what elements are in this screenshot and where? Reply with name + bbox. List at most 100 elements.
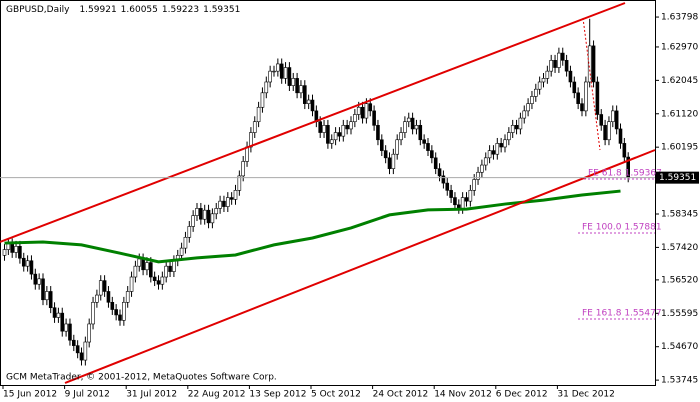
candle-body [83,341,88,361]
candle-body [37,278,41,285]
candle-body [522,110,527,119]
candle-body [549,60,554,72]
y-tick-label: 1.60195 [661,143,698,153]
candle-body [345,125,349,130]
y-tick-label: 1.61120 [661,109,698,119]
candle-body [560,52,565,61]
candle-body [302,85,307,104]
candle-body [168,265,172,272]
candle-body [191,215,195,227]
y-tick-label: 1.57420 [661,243,698,253]
candle-body [245,146,249,162]
candle-body [160,276,165,285]
candle-body [614,110,619,130]
candle-body [391,153,396,169]
candle-body [6,243,11,250]
candle-body [353,114,357,123]
candle-body [95,294,99,303]
candle-body [426,143,430,151]
candle-body [337,132,342,137]
x-tick-label: 14 Nov 2012 [434,390,492,400]
candle-body [218,200,222,209]
candle-body [210,213,215,224]
candle-body [41,278,45,301]
candle-body [395,139,400,155]
candle-body [129,276,134,292]
symbol: GBPUSD,Daily [6,5,70,15]
candle-body [199,208,203,220]
fe-label: FE 161.8 1.55477 [582,309,662,319]
candle-body [464,197,469,202]
candle-body [483,157,488,166]
candle-body [56,312,61,318]
candle-body [114,309,118,316]
candle-body [164,265,168,278]
candle-body [133,265,138,278]
candle-body [622,143,627,158]
candle-body [360,106,365,119]
candle-body [472,179,477,191]
candle-body [437,168,442,177]
y-tick-label: 1.62970 [661,42,698,52]
candle-body [64,323,68,332]
x-tick-label: 22 Aug 2012 [188,390,246,400]
candle-body [503,139,507,148]
candle-body [33,273,38,285]
candle-body [91,301,95,325]
candle-body [587,45,592,83]
candle-body [372,110,376,126]
x-tick-label: 15 Jun 2012 [3,390,57,400]
candle-body [449,190,453,198]
candle-body [14,246,18,253]
candle-body [322,125,326,133]
candle-body [383,150,388,159]
candle-body [533,88,538,97]
candle-body [379,139,384,151]
candle-body [364,103,369,119]
candle-body [122,301,126,321]
candle-body [514,125,519,130]
candle-body [283,67,288,79]
candle-body [241,161,245,177]
candle-body [476,171,480,180]
candle-body [537,81,542,90]
candle-body [468,190,473,202]
candle-body [187,226,192,238]
x-tick-label: 31 Dec 2012 [557,390,615,400]
candle-body [87,323,91,343]
candle-body [45,291,49,301]
candle-body [568,70,573,83]
candle-body [576,92,580,104]
candle-body [545,70,550,79]
header-open: 1.59921 [79,5,116,15]
candle-body [202,209,207,220]
candle-body [21,257,26,267]
trend-line [64,149,656,384]
candle-body [441,175,446,184]
candle-body [60,312,65,332]
candle-body [10,243,14,253]
candle-body [595,81,600,115]
candle-body [237,175,242,191]
candle-body [233,190,238,200]
y-tick-label: 1.63798 [661,13,698,23]
moving-average [4,189,621,264]
candle-body [487,150,492,159]
footer: GCM MetaTrader, © 2001-2012, MetaQuotes … [6,373,277,383]
candle-body [172,260,176,272]
candle-body [526,103,530,112]
candle-body [445,182,450,191]
x-tick-label: 6 Dec 2012 [496,390,548,400]
candle-body [584,81,588,112]
candle-body [599,114,604,126]
x-tick-label: 5 Oct 2012 [311,390,361,400]
candle-body [572,81,577,94]
candle-body [499,143,503,148]
candle-body [48,291,53,309]
candle-body [610,110,615,123]
candle-body [102,280,107,292]
x-tick-label: 9 Jul 2012 [65,390,110,400]
candle-body [510,125,515,133]
